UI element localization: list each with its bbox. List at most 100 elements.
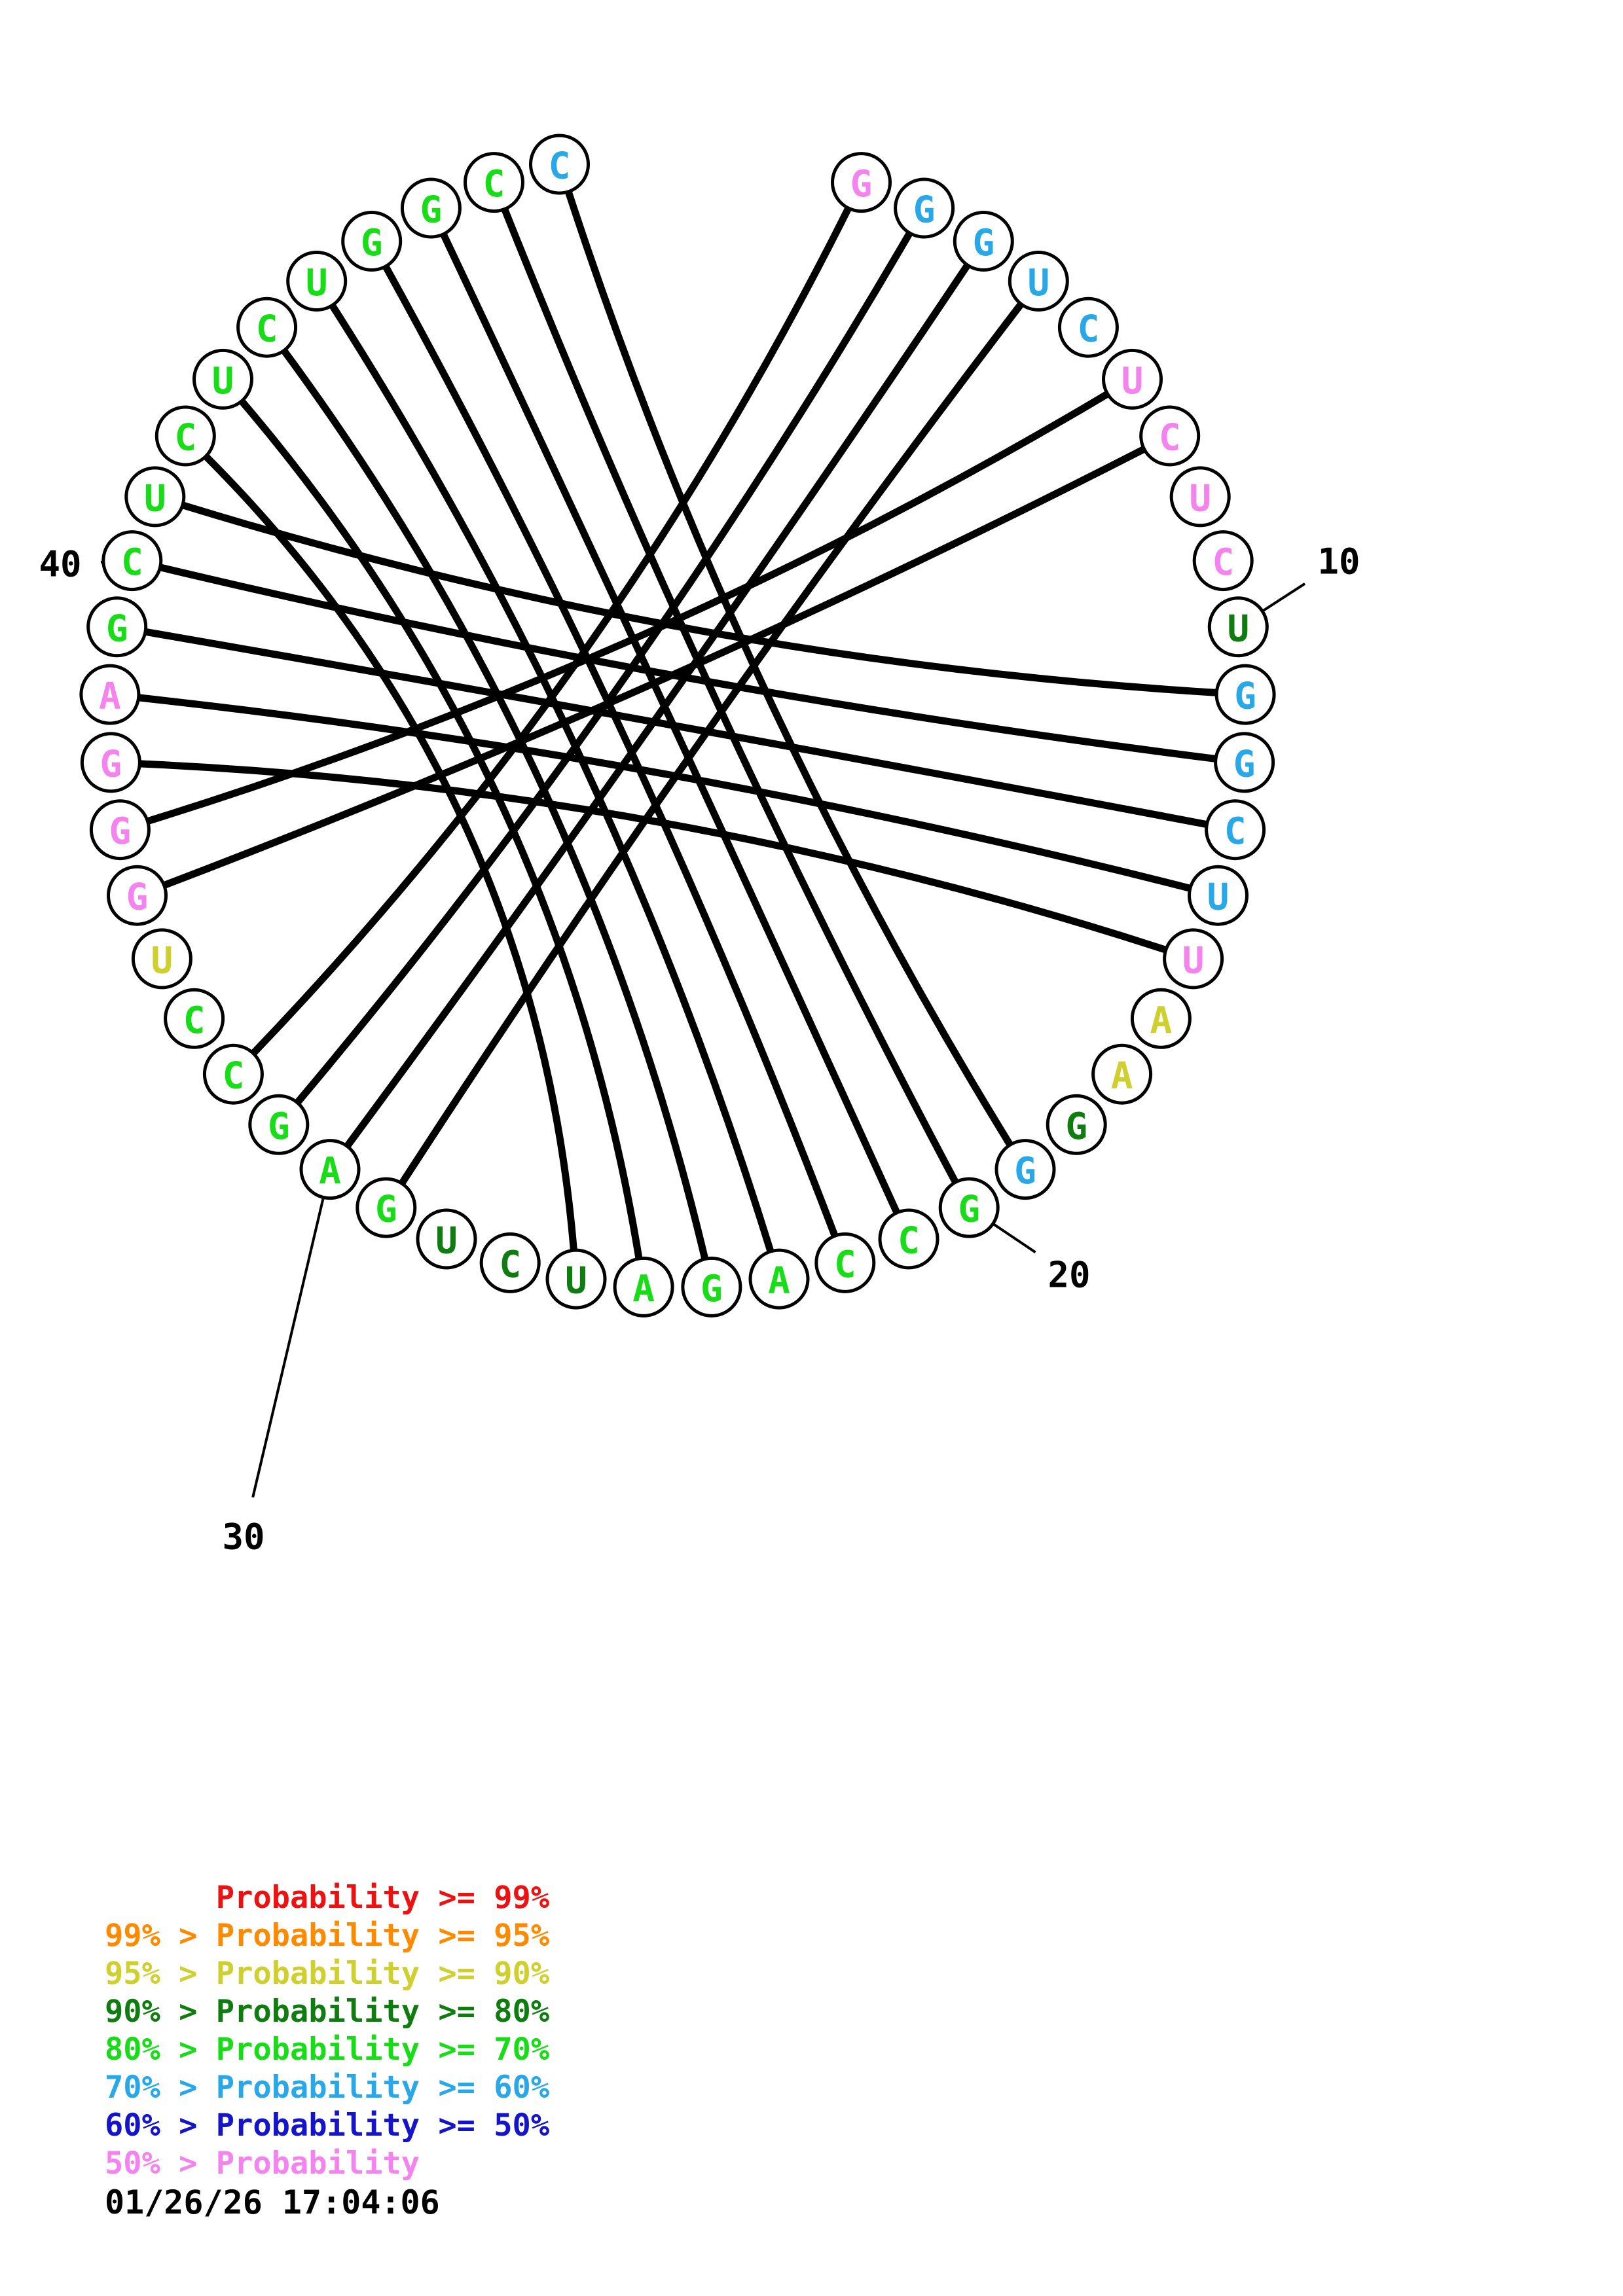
legend-row-4: 90% > Probability >= 80% (105, 1994, 549, 2030)
nucleotide-circle-45 (286, 251, 348, 312)
nucleotide-letter-27: C (499, 1244, 521, 1286)
nucleotide-letter-18: G (1065, 1105, 1087, 1148)
nucleotide-31: G (248, 1094, 310, 1155)
nucleotide-letter-3: G (972, 222, 994, 264)
nucleotide-34: U (131, 928, 192, 990)
nucleotide-circle-26 (545, 1248, 607, 1310)
nucleotide-38: A (79, 664, 141, 725)
nucleotide-letter-11: G (1234, 675, 1256, 718)
nucleotide-circle-41 (124, 466, 186, 528)
nucleotide-13: C (1205, 799, 1266, 861)
nucleotide-letter-37: G (100, 743, 122, 785)
nucleotide-20: G (938, 1177, 1000, 1238)
nucleotide-letter-33: C (183, 999, 206, 1042)
nucleotide-circle-19 (994, 1139, 1056, 1200)
nucleotide-letter-26: U (565, 1260, 587, 1302)
nucleotide-circle-30 (299, 1139, 361, 1200)
nucleotide-43: U (192, 348, 253, 410)
base-pair-chord-23-45 (328, 302, 775, 1255)
nucleotide-circle-35 (107, 865, 168, 926)
nucleotide-2: G (894, 177, 955, 239)
nucleotide-35: G (107, 865, 168, 926)
nucleotide-circle-28 (416, 1208, 477, 1270)
nucleotide-circle-49 (529, 134, 590, 195)
nucleotide-letter-44: C (256, 308, 278, 351)
legend-row-3: 95% > Probability >= 90% (105, 1956, 549, 1992)
nucleotide-circle-16 (1130, 988, 1192, 1049)
nucleotide-letter-34: U (151, 939, 173, 982)
position-label-line-20 (992, 1223, 1036, 1254)
nucleotide-5: C (1057, 296, 1119, 358)
legend-row-8: 50% > Probability (105, 2145, 420, 2181)
nucleotide-circle-3 (953, 211, 1014, 272)
nucleotide-circle-9 (1192, 530, 1254, 592)
nucleotide-letter-16: A (1150, 999, 1173, 1042)
nucleotide-letter-41: U (144, 477, 166, 520)
nucleotide-circle-33 (164, 988, 225, 1049)
nucleotide-letter-22: C (834, 1244, 856, 1286)
nucleotide-letter-25: A (632, 1268, 655, 1310)
nucleotide-41: U (124, 466, 186, 528)
base-pair-chord-11-41 (179, 501, 1220, 696)
nucleotide-circle-34 (131, 928, 192, 990)
nucleotide-circle-15 (1163, 928, 1224, 990)
nucleotide-circle-46 (341, 211, 403, 272)
nucleotide-circle-37 (80, 732, 141, 793)
nucleotide-letter-21: C (898, 1220, 920, 1263)
nucleotide-circle-11 (1214, 664, 1276, 725)
nucleotide-letter-47: G (420, 189, 443, 232)
nucleotide-letter-36: G (109, 810, 132, 853)
nucleotide-letter-14: U (1207, 876, 1230, 919)
nucleotide-circle-43 (192, 348, 253, 410)
legend-row-1: Probability >= 99% (105, 1880, 549, 1916)
nucleotide-48: C (464, 152, 524, 213)
legend-row-7: 60% > Probability >= 50% (105, 2108, 549, 2144)
nucleotide-30: A (299, 1139, 361, 1200)
nucleotide-14: U (1188, 865, 1249, 926)
nucleotide-circle-32 (202, 1043, 264, 1105)
nucleotide-letter-9: C (1212, 541, 1234, 584)
nucleotide-11: G (1214, 664, 1276, 725)
nucleotide-17: A (1091, 1043, 1153, 1105)
nucleotide-15: U (1163, 928, 1224, 990)
base-pair-chord-6-36 (143, 390, 1112, 825)
nucleotide-18: G (1046, 1094, 1107, 1155)
nucleotide-39: G (86, 596, 148, 658)
nucleotide-circle-42 (155, 405, 216, 467)
nucleotide-25: A (613, 1256, 674, 1318)
base-pair-chord-25-43 (238, 397, 643, 1263)
nucleotide-32: C (202, 1043, 264, 1105)
nucleotide-22: C (814, 1232, 876, 1293)
legend-row-2: 99% > Probability >= 95% (105, 1918, 549, 1954)
nucleotide-letter-39: G (106, 607, 128, 650)
nucleotide-24: G (681, 1256, 742, 1318)
probability-legend: Probability >= 99%99% > Probability >= 9… (105, 1880, 549, 2221)
position-labels: 10 20 30 40 (39, 541, 1360, 1558)
nucleotide-circle-39 (86, 596, 148, 658)
nucleotide-circle-47 (400, 177, 462, 239)
nucleotide-1: G (831, 152, 892, 213)
nucleotide-letter-42: C (174, 417, 196, 459)
nucleotide-letter-28: U (435, 1220, 458, 1263)
nucleotide-circle-48 (464, 152, 524, 213)
nucleotide-45: U (286, 251, 348, 312)
nucleotide-circle-44 (236, 296, 298, 358)
nucleotide-circle-31 (248, 1094, 310, 1155)
nucleotide-circle-14 (1188, 865, 1249, 926)
nucleotide-8: U (1169, 466, 1231, 528)
nucleotide-circle-7 (1139, 405, 1201, 467)
base-pair-chord-24-44 (280, 347, 709, 1263)
nucleotide-36: G (89, 799, 151, 861)
nucleotide-letter-10: U (1227, 607, 1249, 650)
nucleotide-7: C (1139, 405, 1201, 467)
nucleotide-letter-49: C (549, 145, 571, 188)
nucleotide-letter-20: G (958, 1189, 980, 1231)
nucleotide-9: C (1192, 530, 1254, 592)
nucleotide-circle-40 (101, 530, 163, 592)
nucleotide-circle-1 (831, 152, 892, 213)
nucleotide-letter-38: A (99, 675, 121, 718)
nucleotide-16: A (1130, 988, 1192, 1049)
nucleotide-letter-35: G (126, 876, 149, 919)
nucleotide-6: U (1102, 348, 1163, 410)
